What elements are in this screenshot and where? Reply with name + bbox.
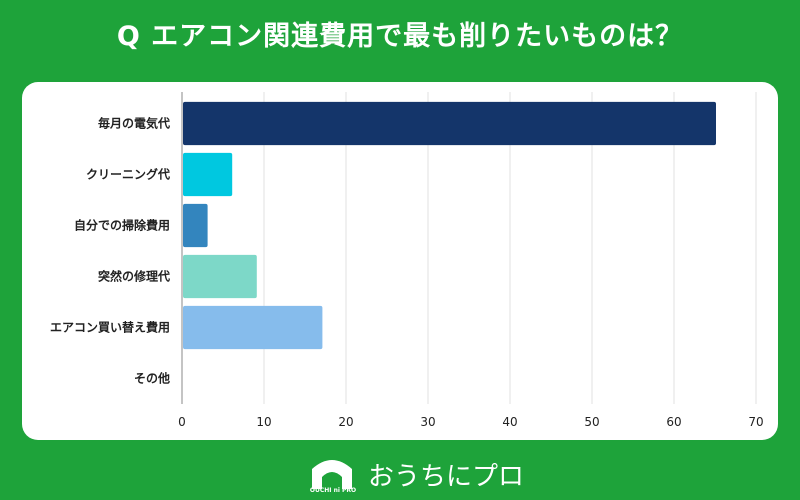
category-label: エアコン買い替え費用 <box>50 320 170 335</box>
x-tick-label: 20 <box>338 415 353 429</box>
category-label: その他 <box>134 371 170 386</box>
category-label: 毎月の電気代 <box>98 116 170 131</box>
logo-mini-text: OUCHI ni PRO <box>309 487 357 494</box>
footer: OUCHI ni PRO おうちにプロ <box>0 452 800 496</box>
chart-panel: 0 10 20 30 40 50 60 70 毎月の電気代クリーニング代自分での掃除費用突然の修… <box>22 82 778 440</box>
bar <box>183 152 233 197</box>
bar <box>183 305 323 350</box>
chart-title: Q エアコン関連費用で最も削りたいものは？ <box>116 21 684 52</box>
bar <box>183 254 257 299</box>
x-tick-label: 60 <box>666 415 681 429</box>
x-tick-label: 30 <box>420 415 435 429</box>
x-tick-label: 70 <box>748 415 763 429</box>
category-label: 自分での掃除費用 <box>74 218 170 233</box>
x-tick-label: 0 <box>178 415 186 429</box>
x-tick-label: 50 <box>584 415 599 429</box>
house-logo-icon <box>312 460 352 489</box>
category-label: クリーニング代 <box>86 167 170 182</box>
logo-text: おうちにプロ <box>368 462 525 492</box>
bar-chart: 0 10 20 30 40 50 60 70 毎月の電気代クリーニング代自分での掃除費用突然の修… <box>50 92 764 429</box>
bar <box>183 203 208 248</box>
x-tick-label: 40 <box>502 415 517 429</box>
x-tick-label: 10 <box>256 415 271 429</box>
bar <box>183 101 716 146</box>
category-label: 突然の修理代 <box>98 269 170 284</box>
